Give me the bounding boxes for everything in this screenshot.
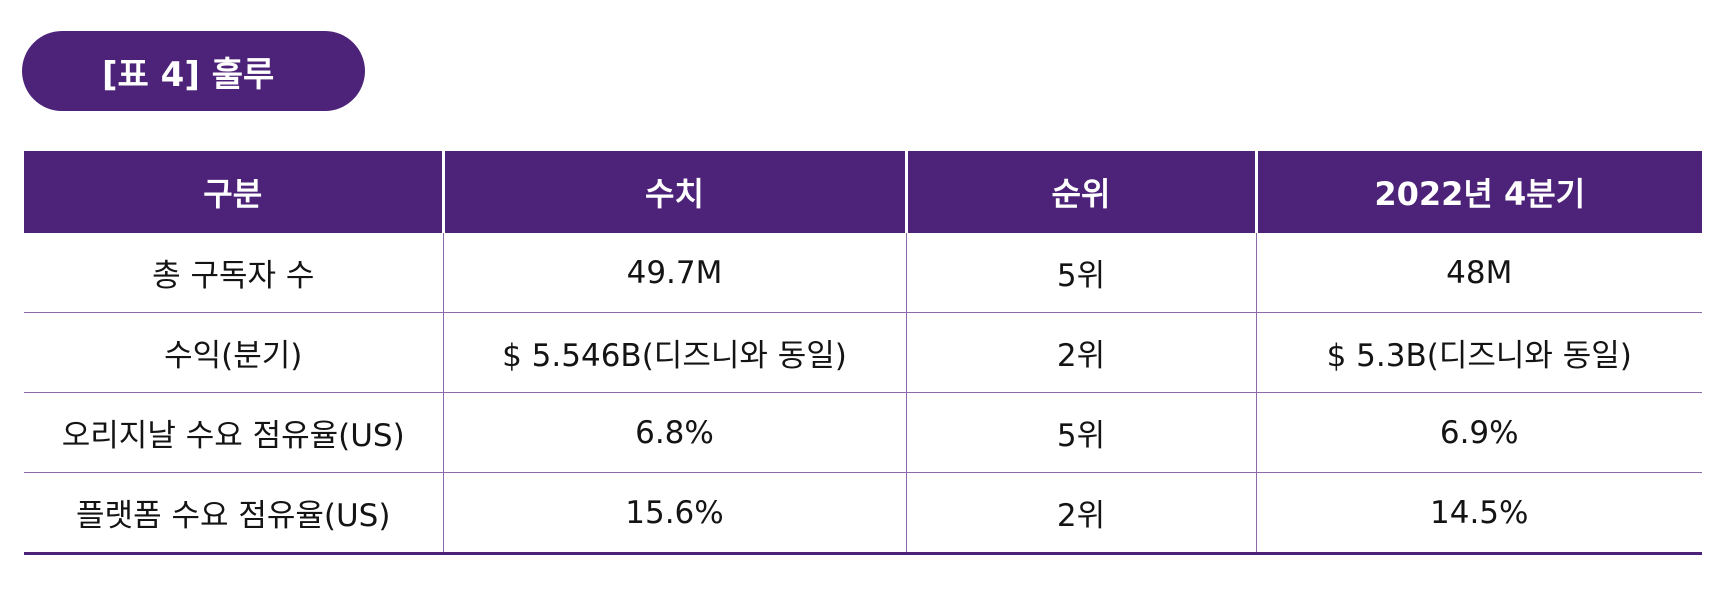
- table-row: 총 구독자 수 49.7M 5위 48M: [24, 233, 1702, 313]
- cell-value: 15.6%: [442, 472, 906, 555]
- cell-2022-q4: 14.5%: [1255, 472, 1702, 555]
- cell-value: 6.8%: [442, 392, 906, 473]
- table-header-row: 구분 수치 순위 2022년 4분기: [24, 151, 1702, 233]
- cell-2022-q4: 48M: [1255, 233, 1702, 313]
- row-label: 수익(분기): [24, 312, 443, 393]
- table-row: 오리지날 수요 점유율(US) 6.8% 5위 6.9%: [24, 392, 1702, 473]
- column-header-value: 수치: [441, 151, 906, 233]
- hulu-stats-table: 구분 수치 순위 2022년 4분기 총 구독자 수 49.7M 5위 48M …: [24, 151, 1702, 555]
- table-row: 수익(분기) $ 5.546B(디즈니와 동일) 2위 $ 5.3B(디즈니와 …: [24, 312, 1702, 393]
- row-label: 플랫폼 수요 점유율(US): [24, 472, 443, 555]
- cell-rank: 2위: [905, 472, 1256, 555]
- table-title: [표 4] 훌루: [102, 54, 275, 95]
- table-title-badge: [표 4] 훌루: [22, 31, 365, 111]
- cell-2022-q4: 6.9%: [1255, 392, 1702, 473]
- row-label: 총 구독자 수: [152, 258, 315, 294]
- cell-rank: 5위: [905, 392, 1256, 473]
- column-header-category: 구분: [24, 151, 443, 233]
- row-label: 오리지날 수요 점유율(US): [24, 392, 443, 473]
- column-header-rank: 순위: [904, 151, 1256, 233]
- table-row: 플랫폼 수요 점유율(US) 15.6% 2위 14.5%: [24, 472, 1702, 555]
- cell-2022-q4: $ 5.3B(디즈니와 동일): [1255, 312, 1702, 393]
- cell-rank: 5위: [905, 233, 1256, 313]
- cell-rank: 2위: [905, 312, 1256, 393]
- cell-value: $ 5.546B(디즈니와 동일): [442, 312, 906, 393]
- cell-value: 49.7M: [442, 233, 906, 313]
- column-header-2022-q4: 2022년 4분기: [1254, 151, 1702, 233]
